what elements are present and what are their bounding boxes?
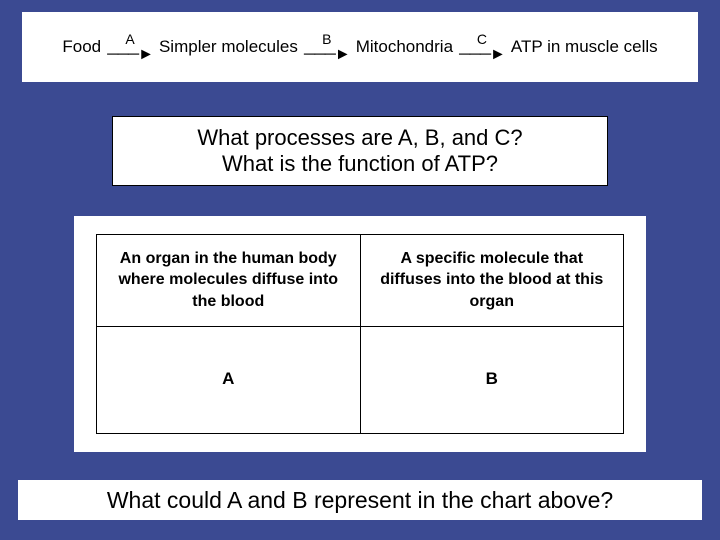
flow-arrow: C ───► [459,32,505,63]
flow-arrow: B ───► [304,32,350,63]
flow-diagram-box: Food A ───► Simpler molecules B ───► Mit… [22,12,698,82]
question-line: What is the function of ATP? [222,151,498,177]
arrow-icon: ───► [459,47,505,63]
flow-node: Food [62,37,101,57]
table-header-row: An organ in the human body where molecul… [97,235,624,327]
question-box-1: What processes are A, B, and C? What is … [112,116,608,186]
arrow-label: C [477,32,487,46]
flow-diagram: Food A ───► Simpler molecules B ───► Mit… [62,32,657,63]
arrow-icon: ───► [304,47,350,63]
table-header-cell: An organ in the human body where molecul… [97,235,361,327]
question-text: What could A and B represent in the char… [107,487,613,514]
table-row: A B [97,326,624,433]
data-table: An organ in the human body where molecul… [96,234,624,434]
arrow-label: A [125,32,134,46]
arrow-label: B [322,32,331,46]
table-cell: A [97,326,361,433]
question-box-2: What could A and B represent in the char… [18,480,702,520]
table-cell: B [360,326,624,433]
flow-node: Mitochondria [356,37,453,57]
flow-arrow: A ───► [107,32,153,63]
question-line: What processes are A, B, and C? [197,125,522,151]
arrow-icon: ───► [107,47,153,63]
flow-node: ATP in muscle cells [511,37,658,57]
flow-node: Simpler molecules [159,37,298,57]
table-box: An organ in the human body where molecul… [74,216,646,452]
table-header-cell: A specific molecule that diffuses into t… [360,235,624,327]
